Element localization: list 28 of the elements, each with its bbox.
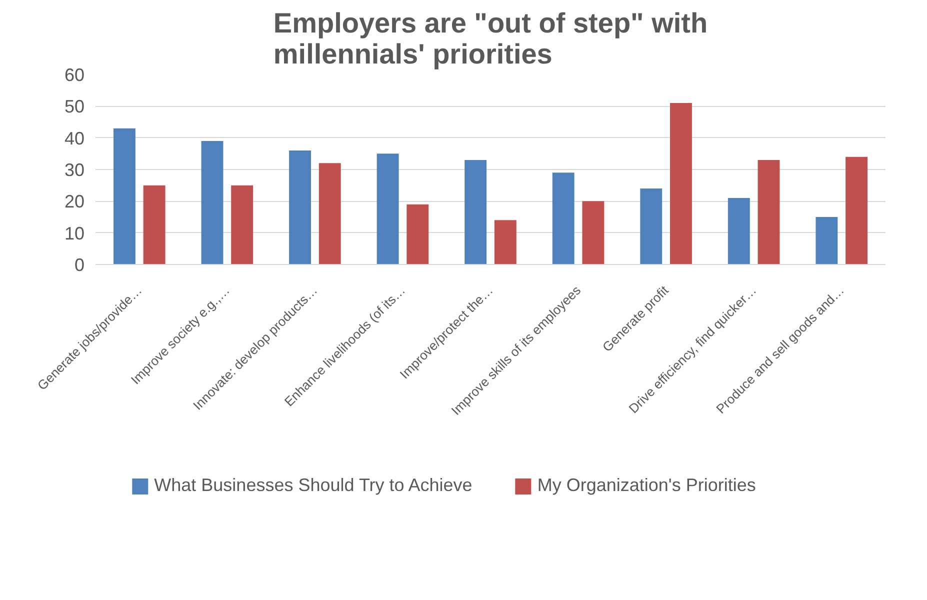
y-tick-label: 20 [64,192,85,212]
bar [318,163,341,264]
bar [143,185,166,264]
bar [201,141,224,264]
y-tick-label: 60 [64,65,85,85]
legend-label: What Businesses Should Try to Achieve [154,475,472,496]
bar [846,156,868,264]
bar [670,103,692,264]
bar [816,217,838,264]
bar [464,160,487,264]
bar [289,150,311,264]
bar [231,185,254,264]
bar [552,172,574,264]
bar [728,198,750,264]
bar [113,128,136,264]
legend-label: My Organization's Priorities [537,475,756,496]
chart-title: Employers are "out of step" with millennials' priorities [273,8,708,70]
bar [376,154,399,264]
y-tick-label: 40 [64,128,85,148]
bar [582,201,604,264]
bar [640,188,662,264]
y-tick-label: 50 [64,96,85,117]
bar [494,220,516,264]
y-tick-label: 10 [64,223,85,244]
bar [406,204,429,264]
bar [758,160,780,264]
y-tick-label: 30 [64,160,85,180]
y-tick-label: 0 [74,255,85,275]
